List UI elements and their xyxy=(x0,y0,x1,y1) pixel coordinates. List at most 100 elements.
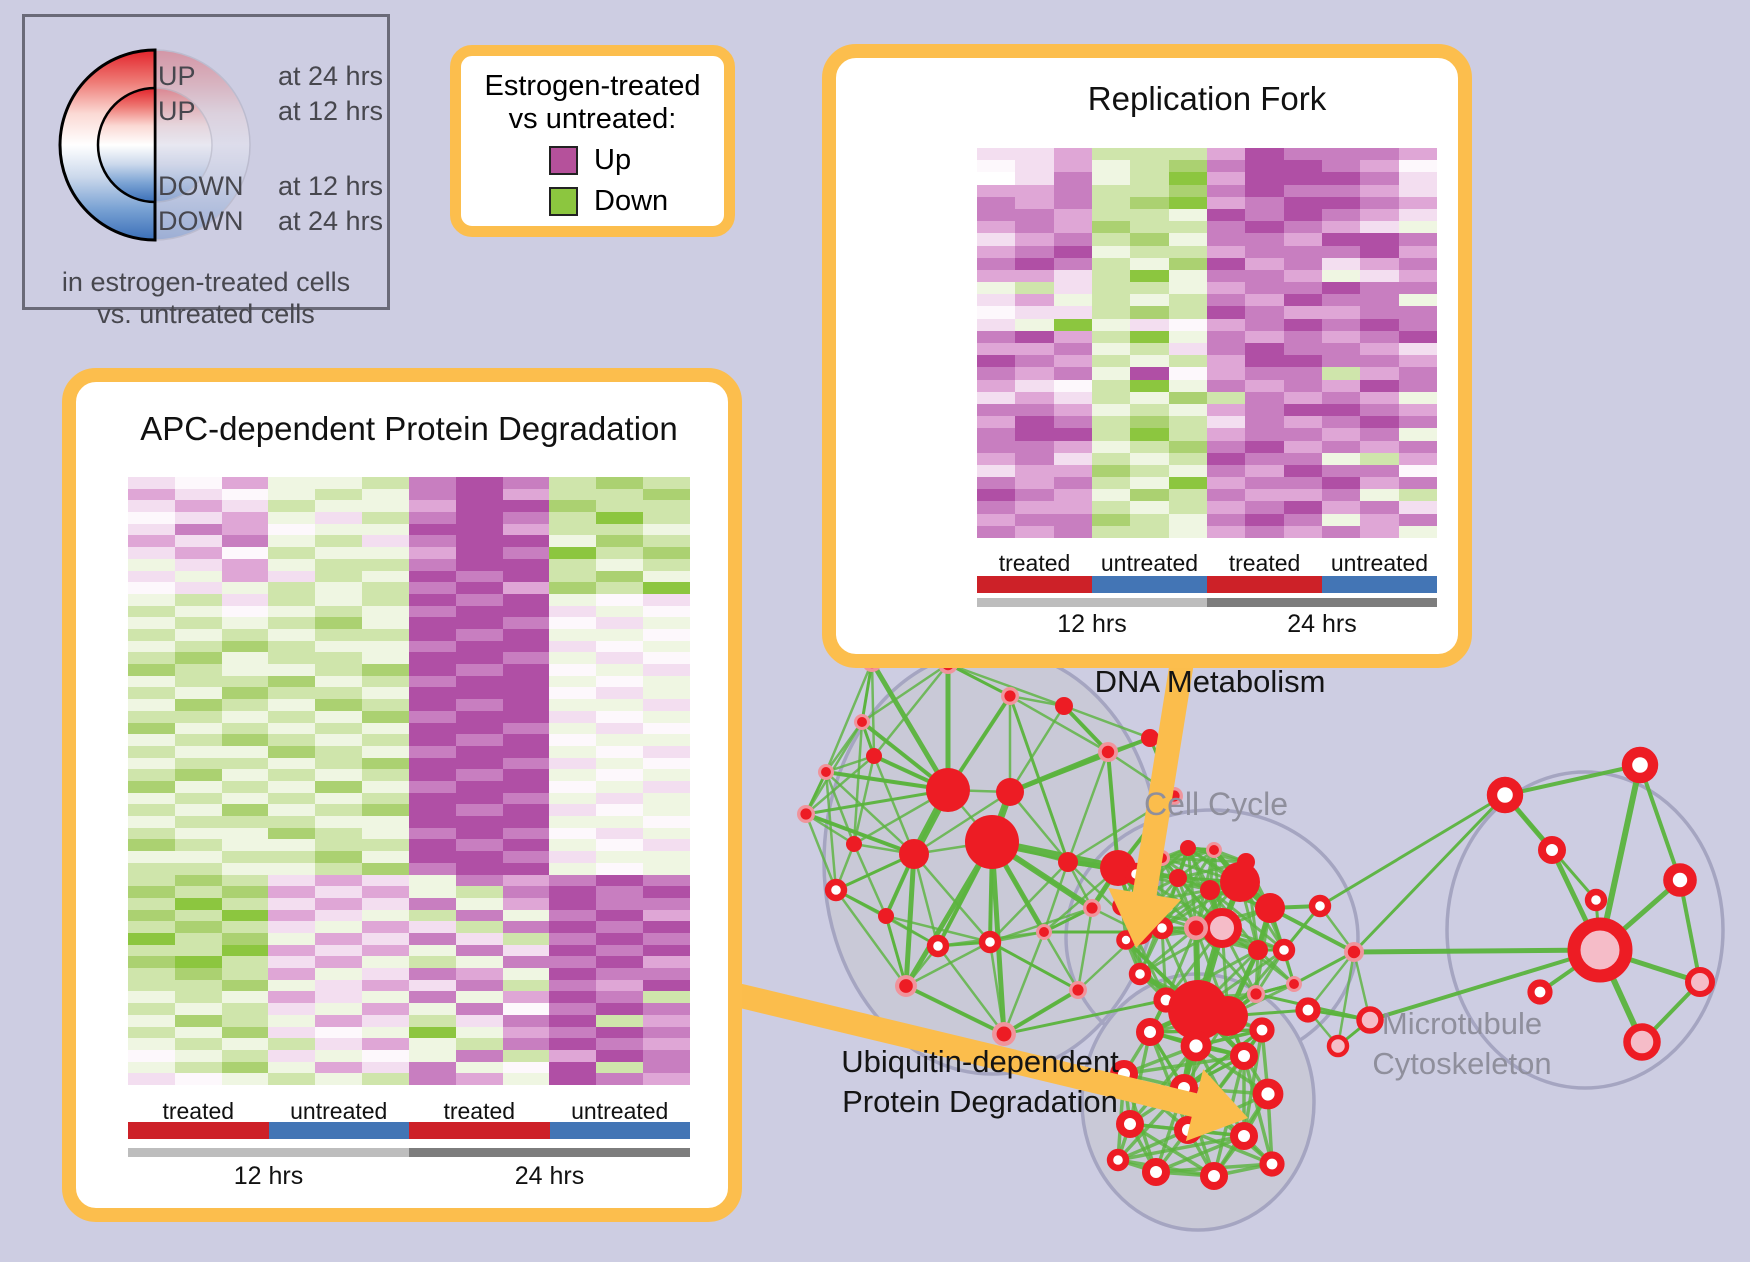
heatmap-cell xyxy=(502,547,550,559)
heatmap-cell xyxy=(128,851,175,863)
heatmap-cell xyxy=(362,512,409,524)
heatmap-cell xyxy=(1168,294,1207,307)
heatmap-cell xyxy=(643,1049,690,1062)
heatmap-cell xyxy=(1053,269,1092,283)
heatmap-cell xyxy=(596,512,644,524)
heatmap-cell xyxy=(502,816,550,828)
heatmap-cell xyxy=(455,827,503,840)
heatmap-cell xyxy=(315,535,363,548)
heatmap-cell xyxy=(221,968,269,980)
heatmap-cell xyxy=(174,605,222,618)
heatmap-cell xyxy=(455,664,503,676)
network-edge xyxy=(852,721,864,845)
heatmap-cell xyxy=(1168,343,1207,356)
heatmap-cell xyxy=(1360,391,1399,404)
heatmap-cell xyxy=(502,1061,550,1074)
heatmap-cell xyxy=(268,862,316,875)
heatmap-cell xyxy=(315,710,363,723)
heatmap-cell xyxy=(128,582,175,594)
heatmap-cell xyxy=(455,968,503,980)
heatmap-cell xyxy=(1398,245,1437,258)
heatmap-cell xyxy=(502,851,550,863)
heatmap-cell xyxy=(977,148,1016,161)
heatmap-cell xyxy=(549,851,597,863)
heatmap-cell xyxy=(1360,379,1399,392)
heatmap-cell xyxy=(455,570,503,583)
heatmap-cell xyxy=(221,839,269,852)
heatmap-cell xyxy=(221,792,269,805)
heatmap-cell xyxy=(643,558,690,571)
untreated-bar xyxy=(1322,576,1437,593)
heatmap-cell xyxy=(1168,269,1207,283)
heatmap-cell xyxy=(408,535,456,548)
heatmap-cell xyxy=(1053,355,1092,368)
heatmap-cell xyxy=(1283,428,1322,441)
heatmap-cell xyxy=(268,1014,316,1027)
heatmap-cell xyxy=(128,628,175,641)
heatmap-cell xyxy=(1283,452,1322,465)
heatmap-cell xyxy=(1283,172,1322,185)
network-edge xyxy=(1678,879,1702,983)
heatmap-cell xyxy=(1015,257,1054,270)
heatmap-cell xyxy=(977,343,1016,356)
heatmap-cell xyxy=(362,921,409,933)
heatmap-cell xyxy=(643,1026,690,1039)
heatmap-cell xyxy=(268,769,316,781)
heatmap-cell xyxy=(174,991,222,1004)
heatmap-cell xyxy=(408,932,456,945)
heatmap-cell xyxy=(315,827,363,840)
hrs24-bar xyxy=(409,1148,690,1157)
network-edge xyxy=(1009,791,1069,863)
gene-node-core xyxy=(1250,988,1262,1000)
heatmap-cell xyxy=(1015,184,1054,197)
heatmap-cell xyxy=(268,827,316,840)
heatmap-cell xyxy=(128,1061,175,1074)
heatmap-cell xyxy=(1053,440,1092,453)
heatmap-cell xyxy=(455,909,503,922)
heatmap-cell xyxy=(1168,477,1207,490)
gene-node-pink xyxy=(1326,1034,1350,1058)
heatmap-cell xyxy=(1283,318,1322,331)
heatmap-cell xyxy=(174,477,222,489)
heatmap-cell xyxy=(1360,184,1399,197)
heatmap-cell xyxy=(221,827,269,840)
heatmap-cell xyxy=(1321,208,1361,222)
heatmap-cell xyxy=(455,745,503,758)
heatmap-cell xyxy=(1245,525,1284,538)
heatmap-cell xyxy=(549,862,597,875)
heatmap-cell xyxy=(502,827,550,840)
heatmap-cell xyxy=(596,500,644,513)
heatmap-cell xyxy=(221,909,269,922)
untreated-bar xyxy=(1092,576,1207,593)
group-label-treated-12: treated xyxy=(162,1098,235,1124)
legend-word: UP xyxy=(158,61,196,91)
heatmap-cell xyxy=(268,652,316,665)
gene-node-ring xyxy=(1272,938,1296,962)
heatmap-cell xyxy=(502,652,550,665)
gene-node-ring xyxy=(1230,1042,1258,1070)
heatmap-cell xyxy=(315,512,363,524)
heatmap-cell xyxy=(502,991,550,1004)
heatmap-cell xyxy=(596,535,644,548)
heatmap-cell xyxy=(268,605,316,618)
network-edge xyxy=(1638,764,1682,881)
heatmap-cell xyxy=(1360,294,1399,307)
heatmap-cell xyxy=(1206,379,1246,392)
heatmap-cell xyxy=(643,792,690,805)
heatmap-cell xyxy=(315,640,363,653)
heatmap-cell xyxy=(1053,367,1092,380)
heatmap-cell xyxy=(1053,391,1092,404)
gene-node-solid xyxy=(1200,880,1220,900)
heatmap-cell xyxy=(268,477,316,489)
heatmap-cell xyxy=(1245,184,1284,197)
heatmap-cell xyxy=(268,921,316,933)
heatmap-cell xyxy=(1053,379,1092,392)
heatmap-cell xyxy=(221,488,269,501)
heatmap-cell xyxy=(1360,245,1399,258)
heatmap-cell xyxy=(596,1003,644,1015)
heatmap-cell xyxy=(268,816,316,828)
heatmap-cell xyxy=(174,664,222,676)
replication-fork-title: Replication Fork xyxy=(1087,80,1327,117)
heatmap-cell xyxy=(549,734,597,746)
heatmap-cell xyxy=(128,547,175,559)
